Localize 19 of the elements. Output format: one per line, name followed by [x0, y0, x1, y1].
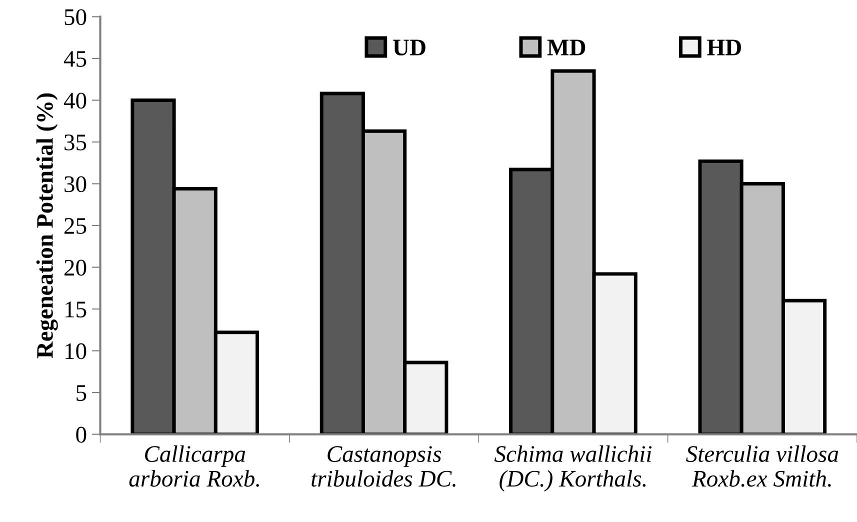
- legend-label: MD: [547, 40, 586, 56]
- y-tick-label: 15: [66, 302, 86, 318]
- y-tick-label: 40: [64, 92, 86, 109]
- legend-label: HD: [707, 40, 741, 56]
- x-tick-label: Sterculia villosa Roxb.ex Smith.: [686, 445, 838, 487]
- y-tick-label: 0: [76, 426, 86, 443]
- y-axis-title: Regeneation Potential (%): [36, 93, 58, 358]
- y-tick-label: 30: [64, 176, 86, 192]
- y-tick-label: 35: [64, 134, 86, 150]
- y-tick-label: 45: [64, 51, 86, 67]
- y-tick-label: 25: [64, 218, 86, 234]
- y-tick-label: 5: [76, 385, 86, 401]
- x-tick-label: Callicarpa arboria Roxb.: [129, 445, 259, 487]
- y-tick-label: 20: [64, 260, 86, 276]
- x-tick-label: Castanopsis tribuloides DC.: [312, 446, 456, 487]
- x-tick-label: Schima wallichii (DC.) Korthals.: [494, 445, 652, 492]
- y-tick-label: 10: [66, 343, 86, 360]
- legend-label: UD: [393, 40, 426, 56]
- y-tick-label: 50: [64, 9, 86, 26]
